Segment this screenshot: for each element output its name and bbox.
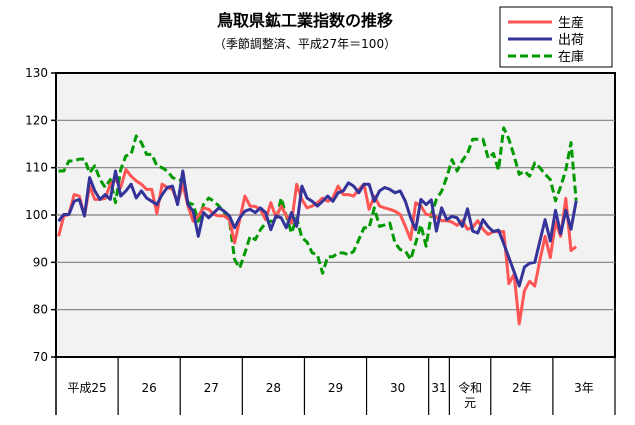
year-label: 31 xyxy=(431,381,446,395)
legend-label: 在庫 xyxy=(558,50,584,65)
year-label: 平成25 xyxy=(67,381,106,395)
y-tick-label: 70 xyxy=(33,350,48,364)
y-tick-label: 100 xyxy=(25,208,48,222)
legend-box xyxy=(500,7,612,67)
y-tick-label: 110 xyxy=(25,161,48,175)
y-tick-label: 80 xyxy=(33,303,48,317)
year-label: 令和元 xyxy=(458,380,482,410)
year-label: 30 xyxy=(390,381,405,395)
y-tick-label: 120 xyxy=(25,113,48,127)
legend-label: 生産 xyxy=(558,15,584,31)
year-label: 27 xyxy=(204,381,219,395)
year-label: 3年 xyxy=(574,381,594,395)
y-tick-label: 130 xyxy=(25,66,48,80)
year-label: 26 xyxy=(142,381,157,395)
x-axis: 平成25 26 27 28 29 30 31 令和元 2年 3年 xyxy=(56,357,615,415)
year-label: 29 xyxy=(328,381,343,395)
legend-label: 出荷 xyxy=(558,33,584,48)
y-axis: 70 80 90 100 110 120 130 xyxy=(25,66,56,364)
year-label: 28 xyxy=(266,381,281,395)
chart-title: 鳥取県鉱工業指数の推移 xyxy=(217,11,393,30)
year-label: 2年 xyxy=(512,381,532,395)
y-tick-label: 90 xyxy=(33,255,48,269)
chart-subtitle: （季節調整済、平成27年＝100） xyxy=(214,36,396,51)
